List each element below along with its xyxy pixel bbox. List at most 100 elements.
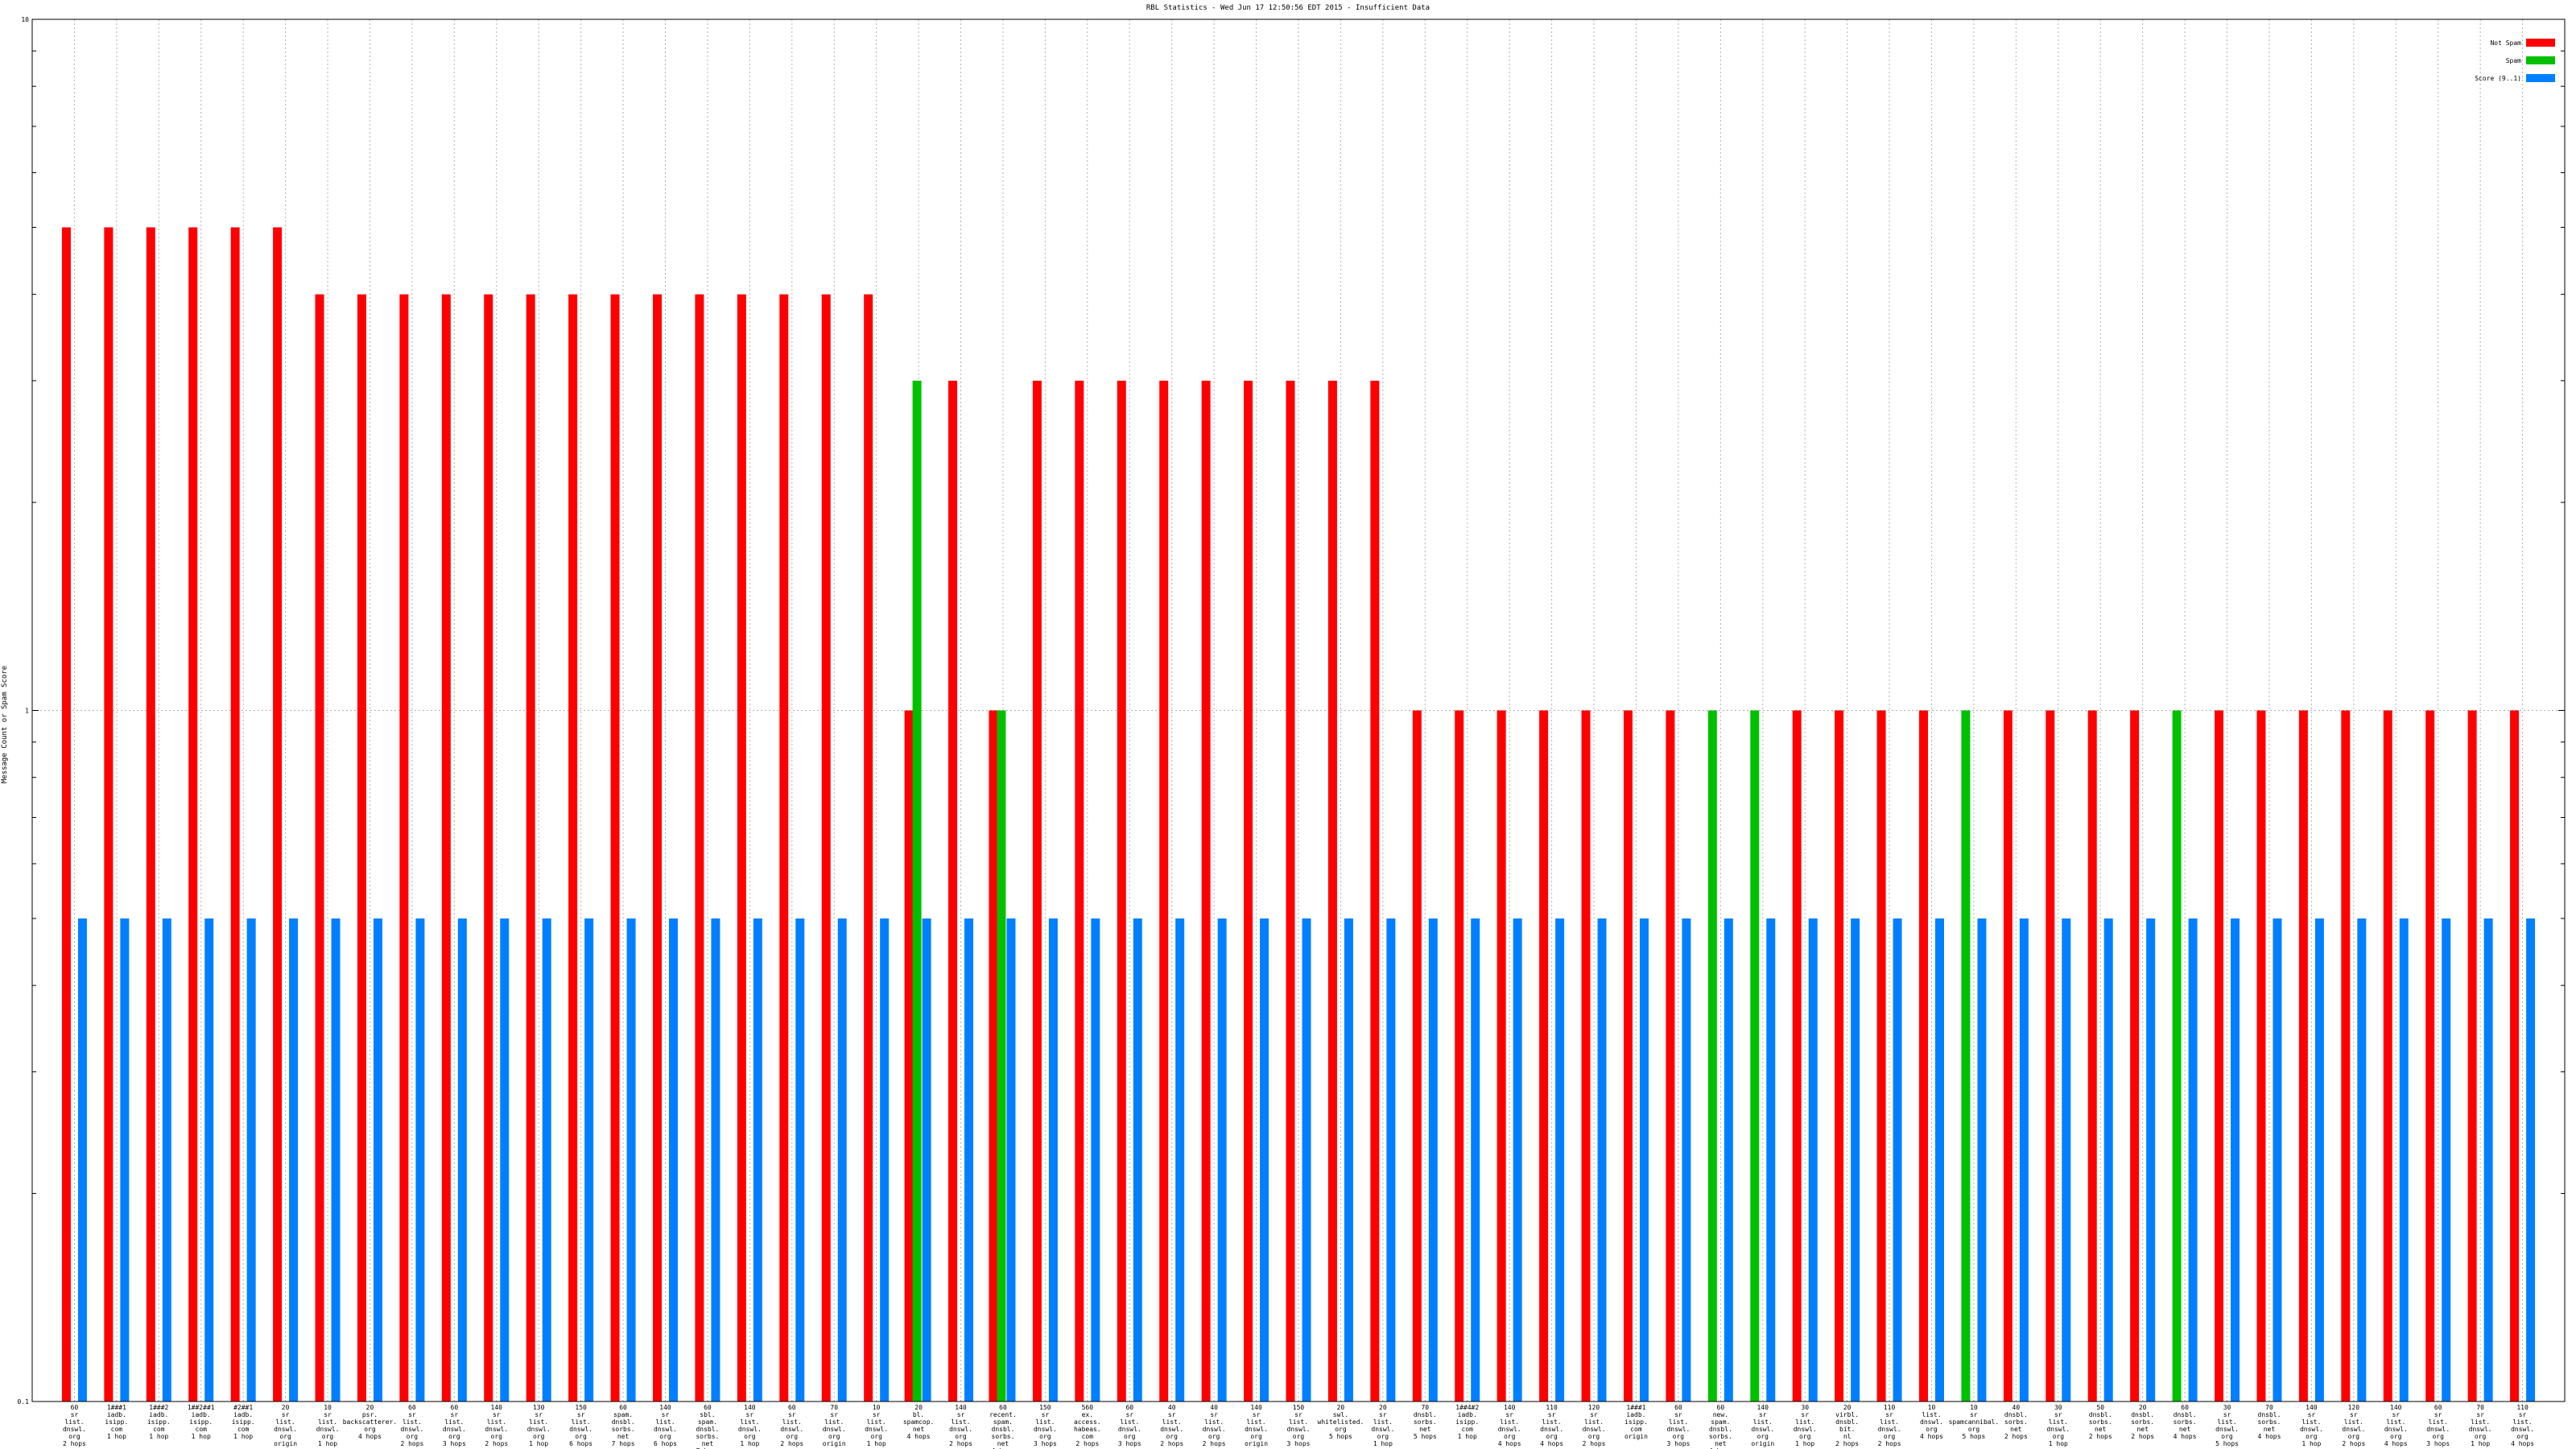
x-tick-label: 60 sr list. dnswl. org 2 hops	[400, 1404, 423, 1447]
x-tick-label: 10 sr list. dnswl. org 1 hop	[865, 1404, 888, 1447]
x-tick-label: 30 sr list. dnswl. org 1 hop	[1794, 1404, 1817, 1447]
score-bar	[1344, 918, 1353, 1402]
not-spam-bar	[610, 294, 620, 1402]
not-spam-bar	[1539, 710, 1549, 1402]
score-bar	[1513, 918, 1522, 1402]
score-bar	[2019, 918, 2029, 1402]
not-spam-bar	[1286, 380, 1295, 1402]
not-spam-bar	[357, 294, 366, 1402]
score-bar	[669, 918, 678, 1402]
score-bar	[2188, 918, 2198, 1402]
x-tick-label: 40 sr list. dnswl. org 2 hops	[1203, 1404, 1226, 1447]
y-tick-label: 0.1	[18, 1398, 30, 1406]
not-spam-bar	[526, 294, 535, 1402]
not-spam-bar	[1117, 380, 1126, 1402]
not-spam-bar	[441, 294, 451, 1402]
score-bar	[2357, 918, 2367, 1402]
not-spam-bar	[273, 227, 283, 1402]
x-tick-label: 70 dnsbl. sorbs. net 5 hops	[1414, 1404, 1437, 1440]
score-bar	[1639, 918, 1649, 1402]
score-bar	[1682, 918, 1691, 1402]
not-spam-bar	[1327, 380, 1337, 1402]
score-bar	[1386, 918, 1396, 1402]
x-tick-label: 140 sr list. dnswl. org 6 hops	[654, 1404, 677, 1447]
score-bar	[1977, 918, 1987, 1402]
x-tick-label: 1##2##1 iadb. isipp. com 1 hop	[188, 1404, 215, 1440]
not-spam-bar	[1792, 710, 1802, 1402]
axes: 60 sr list. dnswl. org 2 hops 1###1 iadb. isipp.…	[18, 16, 2566, 1449]
x-tick-label: 1###2 iadb. isipp. com 1 hop	[147, 1404, 171, 1440]
x-tick-label: 20 psr. backscatterer. org 4 hops	[343, 1404, 397, 1440]
score-bar	[246, 918, 256, 1402]
score-bar	[2273, 918, 2282, 1402]
not-spam-bar	[2256, 710, 2266, 1402]
score-bar	[964, 918, 974, 1402]
not-spam-bar	[2425, 710, 2435, 1402]
legend-label: Not Spam	[2490, 39, 2521, 47]
x-tick-label: 30 sr list. dnswl. org 1 hop	[2046, 1404, 2070, 1447]
score-bar	[837, 918, 847, 1402]
not-spam-bar	[2087, 710, 2097, 1402]
not-spam-bar	[1666, 710, 1675, 1402]
bars	[61, 227, 2536, 1402]
score-bar	[1935, 918, 1944, 1402]
not-spam-bar	[1455, 710, 1464, 1402]
x-tick-label: 130 sr list. dnswl. org 1 hop	[527, 1404, 551, 1447]
not-spam-bar	[1496, 710, 1506, 1402]
legend: Not Spam Spam Score (9..1)	[2475, 39, 2555, 82]
x-tick-label: 70 dnsbl. sorbs. net 4 hops	[2258, 1404, 2281, 1440]
x-tick-label: 60 sr list. dnswl. org 3 hops	[443, 1404, 466, 1447]
x-tick-label: 20 swl. whitelisted. org 5 hops	[1318, 1404, 1364, 1440]
x-tick-label: 140 sr list. dnswl. org 1 hop	[738, 1404, 762, 1447]
x-tick-label: 10 sr list. dnswl. org 1 hop	[316, 1404, 340, 1447]
score-bar	[373, 918, 382, 1402]
x-tick-label: 60 dnsbl. sorbs. net 4 hops	[2174, 1404, 2197, 1440]
score-bar	[1724, 918, 1733, 1402]
score-bar	[457, 918, 467, 1402]
not-spam-bar	[484, 294, 493, 1402]
x-tick-label: 60 sr list. dnswl. org 3 hops	[1666, 1404, 1690, 1447]
score-bar	[1555, 918, 1565, 1402]
score-bar	[584, 918, 594, 1402]
not-spam-bar	[2341, 710, 2351, 1402]
score-bar	[711, 918, 720, 1402]
score-bar	[626, 918, 636, 1402]
x-tick-label: 40 dnsbl. sorbs. net 2 hops	[2004, 1404, 2028, 1440]
x-tick-label: 50 dnsbl. sorbs. net 2 hops	[2089, 1404, 2112, 1440]
x-tick-label: 60 sr list. dnswl. org 2 hops	[780, 1404, 803, 1447]
not-spam-bar	[230, 227, 240, 1402]
score-bar	[1302, 918, 1311, 1402]
score-bar	[2146, 918, 2156, 1402]
score-bar	[2442, 918, 2451, 1402]
x-tick-label: 20 bl. spamcop. net 4 hops	[903, 1404, 935, 1440]
x-tick-label: 150 sr list. dnswl. org 3 hops	[1287, 1404, 1311, 1447]
score-bar	[2399, 918, 2409, 1402]
x-tick-label: 140 sr list. dnswl. org 1 hop	[2300, 1404, 2323, 1447]
not-spam-bar	[399, 294, 409, 1402]
x-tick-label: 1##4#2 iadb. isipp. com 1 hop	[1455, 1404, 1479, 1440]
score-bar	[1893, 918, 1902, 1402]
x-tick-label: 110 sr list. dnswl. org 4 hops	[1540, 1404, 1563, 1447]
spam-bar	[1750, 710, 1760, 1402]
x-tick-label: 60 sr list. dnswl. org 3 hops	[2426, 1404, 2450, 1447]
not-spam-bar	[2510, 710, 2520, 1402]
x-tick-label: 140 sr list. dnswl. org 4 hops	[1498, 1404, 1521, 1447]
spam-bar	[1961, 710, 1971, 1402]
x-tick-label: 60 sr list. dnswl. org 2 hops	[63, 1404, 86, 1447]
score-bar	[204, 918, 214, 1402]
not-spam-bar	[1581, 710, 1591, 1402]
score-bar	[1133, 918, 1142, 1402]
x-tick-label: 60 sr list. dnswl. org 3 hops	[1118, 1404, 1141, 1447]
legend-swatch	[2526, 39, 2555, 47]
legend-label: Score (9..1)	[2475, 75, 2521, 82]
not-spam-bar	[989, 710, 998, 1402]
score-bar	[2483, 918, 2493, 1402]
not-spam-bar	[904, 710, 914, 1402]
score-bar	[500, 918, 510, 1402]
x-tick-label: #2##1 iadb. isipp. com 1 hop	[232, 1404, 255, 1440]
not-spam-bar	[2130, 710, 2140, 1402]
score-bar	[162, 918, 171, 1402]
score-bar	[1217, 918, 1227, 1402]
